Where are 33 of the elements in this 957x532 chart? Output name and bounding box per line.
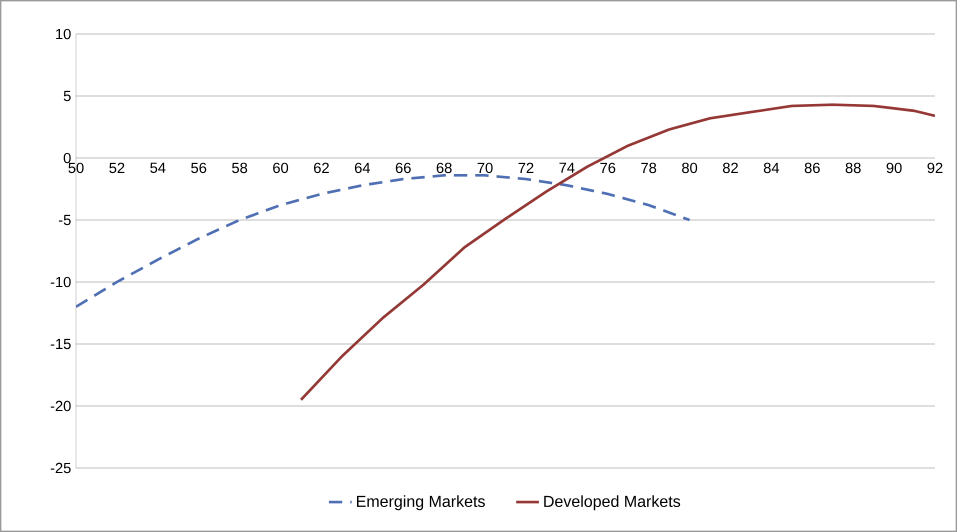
x-tick-label: 56	[191, 162, 206, 174]
x-tick-label: 74	[559, 162, 575, 173]
y-tick-label: -5	[58, 214, 71, 226]
x-tick-label: 58	[232, 162, 248, 174]
x-tick-label: 70	[478, 162, 493, 174]
x-tick-label: 80	[682, 162, 698, 174]
y-tick-label: -25	[50, 462, 71, 474]
x-tick-label: 68	[436, 162, 452, 174]
x-tick-label: 92	[928, 162, 942, 174]
x-tick-label: 54	[150, 162, 166, 173]
x-tick-label: 88	[846, 162, 861, 174]
line-series	[76, 174, 691, 308]
y-tick-label: 10	[56, 28, 71, 40]
x-tick-label: 76	[600, 162, 616, 174]
y-tick-label: 0	[64, 152, 71, 164]
x-tick-label: 66	[396, 162, 411, 174]
x-tick-label: 78	[641, 162, 656, 174]
x-tick-label: 60	[273, 162, 288, 174]
x-tick-label: 86	[804, 162, 820, 174]
y-tick-label: 5	[64, 90, 71, 102]
x-tick-label: 64	[354, 162, 370, 174]
x-tick-label: 82	[722, 162, 738, 174]
x-tick-label: 84	[764, 162, 780, 174]
x-tick-label: 72	[518, 162, 534, 173]
legend-label: Emerging Markets	[356, 495, 485, 510]
x-tick-label: 90	[886, 162, 902, 174]
y-tick-label: -10	[50, 276, 71, 288]
y-tick-label: -15	[50, 338, 71, 350]
x-tick-label: 62	[314, 162, 329, 174]
y-tick-label: -20	[50, 400, 71, 412]
legend-label: Developed Markets	[544, 495, 680, 510]
x-tick-label: 52	[109, 162, 124, 174]
x-tick-label: 50	[68, 162, 84, 174]
